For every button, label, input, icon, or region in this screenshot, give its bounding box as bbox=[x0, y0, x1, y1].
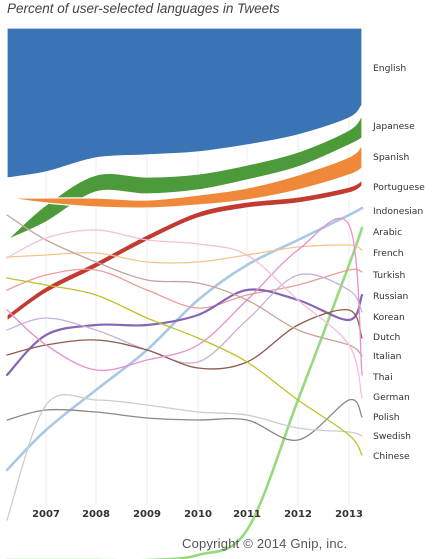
legend-label-russian: Russian bbox=[373, 291, 409, 302]
legend-label-swedish: Swedish bbox=[373, 431, 411, 442]
series-line-turkish bbox=[6, 268, 363, 309]
series-line-russian bbox=[5, 288, 364, 377]
series-line-french bbox=[6, 244, 363, 264]
legend: English Japanese Spanish Portuguese Indonesi… bbox=[372, 63, 425, 462]
x-tick-label-2008: 2008 bbox=[82, 509, 110, 520]
series-line-german bbox=[6, 229, 363, 399]
series-line-korean bbox=[6, 273, 363, 364]
legend-label-english: English bbox=[373, 63, 406, 74]
series-band-english bbox=[6, 27, 363, 179]
series-line-indonesian bbox=[5, 206, 364, 472]
x-axis-ticks: 2007 2008 2009 2010 2011 2012 2013 bbox=[32, 509, 363, 520]
legend-label-dutch: Dutch bbox=[373, 332, 401, 343]
legend-label-korean: Korean bbox=[373, 312, 405, 323]
x-tick-label-2010: 2010 bbox=[184, 509, 212, 520]
legend-label-german: German bbox=[373, 392, 410, 403]
series-line-chinese bbox=[6, 277, 363, 456]
legend-label-spanish: Spanish bbox=[373, 152, 409, 163]
series-line-swedish bbox=[6, 394, 363, 521]
legend-label-thai: Thai bbox=[372, 372, 393, 383]
x-tick-label-2012: 2012 bbox=[284, 509, 312, 520]
legend-label-japanese: Japanese bbox=[372, 121, 415, 132]
legend-label-italian: Italian bbox=[373, 351, 402, 362]
legend-label-chinese: Chinese bbox=[373, 451, 410, 462]
series-line-italian bbox=[6, 214, 363, 357]
legend-label-turkish: Turkish bbox=[372, 270, 405, 281]
series-band-portuguese bbox=[6, 178, 363, 323]
series-line-polish bbox=[6, 398, 363, 441]
series-line-arabic bbox=[6, 226, 364, 559]
series-lines bbox=[5, 206, 364, 559]
x-tick-label-2011: 2011 bbox=[233, 509, 261, 520]
legend-label-arabic: Arabic bbox=[373, 227, 402, 238]
legend-label-indonesian: Indonesian bbox=[373, 206, 423, 217]
legend-label-french: French bbox=[373, 248, 404, 259]
x-tick-label-2007: 2007 bbox=[32, 509, 60, 520]
legend-label-portuguese: Portuguese bbox=[373, 182, 425, 193]
copyright-text: Copyright © 2014 Gnip, inc. bbox=[182, 536, 348, 551]
stream-bands bbox=[6, 27, 363, 323]
series-line-dutch bbox=[6, 309, 363, 370]
chart-title: Percent of user-selected languages in Tw… bbox=[7, 1, 280, 16]
x-tick-label-2009: 2009 bbox=[133, 509, 161, 520]
series-band-spanish bbox=[6, 143, 363, 209]
series-band-japanese bbox=[6, 113, 363, 241]
series-line-thai bbox=[6, 217, 363, 376]
x-tick-label-2013: 2013 bbox=[335, 509, 363, 520]
legend-label-polish: Polish bbox=[373, 412, 400, 423]
